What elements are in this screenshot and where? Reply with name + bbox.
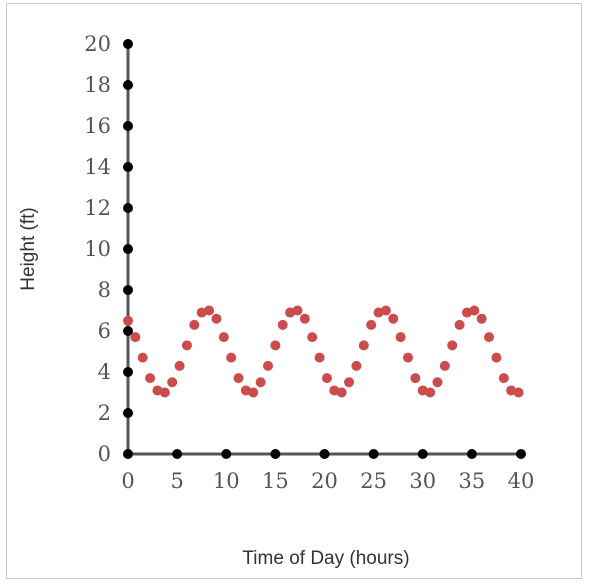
- y-tick-dot: [123, 326, 133, 336]
- data-point: [159, 387, 170, 398]
- data-point: [174, 360, 185, 371]
- x-tick-label: 15: [262, 469, 289, 493]
- x-tick-dot: [368, 449, 379, 459]
- data-point: [137, 352, 148, 363]
- y-tick-label: 16: [84, 114, 111, 138]
- data-point: [336, 387, 347, 398]
- data-point: [189, 319, 200, 330]
- y-tick-label: 8: [98, 278, 111, 302]
- y-tick-label: 10: [84, 237, 111, 261]
- x-tick-labels: 0 5 10 15 20 25 30 35 40: [121, 469, 534, 493]
- y-tick-dot: [123, 449, 133, 459]
- y-tick-label: 14: [84, 155, 111, 179]
- data-point: [410, 373, 421, 384]
- data-point: [491, 352, 502, 363]
- data-point: [211, 313, 222, 324]
- x-axis-title: Time of Day (hours): [242, 548, 409, 569]
- y-tick-label: 12: [84, 196, 111, 220]
- data-point: [255, 377, 266, 388]
- data-point: [454, 319, 465, 330]
- y-tick-label: 20: [84, 32, 111, 56]
- data-point: [344, 377, 355, 388]
- x-tick-label: 0: [121, 469, 134, 493]
- y-tick-dot: [123, 285, 133, 295]
- y-axis-title: Height (ft): [18, 207, 39, 290]
- y-tick-label: 2: [98, 401, 111, 425]
- x-tick-label: 25: [360, 469, 387, 493]
- y-tick-dot: [123, 367, 133, 377]
- x-tick-label: 30: [409, 469, 436, 493]
- y-tick-label: 18: [84, 73, 111, 97]
- data-point: [358, 340, 369, 351]
- data-point: [299, 313, 310, 324]
- data-point: [498, 373, 509, 384]
- data-point: [233, 373, 244, 384]
- data-point: [181, 340, 192, 351]
- data-point: [130, 332, 141, 343]
- x-tick-label: 40: [508, 469, 535, 493]
- data-point: [314, 352, 325, 363]
- data-point: [425, 387, 436, 398]
- data-point: [321, 373, 332, 384]
- data-point: [447, 340, 458, 351]
- y-tick-dot: [123, 80, 133, 90]
- data-point: [204, 305, 215, 316]
- data-point: [380, 305, 391, 316]
- x-tick-dot: [221, 449, 232, 459]
- y-tick-label: 6: [98, 319, 111, 343]
- data-point: [248, 387, 259, 398]
- chart-frame: [6, 3, 582, 579]
- x-tick-dot: [270, 449, 281, 459]
- x-tick-label: 20: [311, 469, 338, 493]
- y-tick-dot: [123, 162, 133, 172]
- data-point: [292, 305, 303, 316]
- y-tick-dot: [123, 244, 133, 254]
- data-point: [513, 387, 524, 398]
- x-tick-label: 10: [213, 469, 240, 493]
- data-point: [307, 332, 318, 343]
- data-point: [432, 377, 443, 388]
- y-tick-dot: [123, 408, 133, 418]
- y-tick-label: 0: [98, 442, 111, 466]
- data-point: [123, 315, 133, 326]
- data-point: [403, 352, 414, 363]
- data-point: [469, 305, 480, 316]
- data-point: [395, 332, 406, 343]
- y-tick-label: 4: [98, 360, 111, 384]
- x-tick-label: 5: [170, 469, 183, 493]
- x-tick-dot: [417, 449, 428, 459]
- data-point: [270, 340, 281, 351]
- data-point: [351, 360, 362, 371]
- data-point: [263, 360, 274, 371]
- data-point: [388, 313, 399, 324]
- y-tick-dot: [123, 39, 133, 49]
- axis-tick-dots: [123, 39, 526, 459]
- data-point: [476, 313, 487, 324]
- data-point: [167, 377, 178, 388]
- y-tick-dot: [123, 121, 133, 131]
- x-tick-dot: [466, 449, 477, 459]
- x-tick-label: 35: [459, 469, 486, 493]
- data-points: [123, 305, 524, 398]
- data-point: [366, 319, 377, 330]
- x-tick-dot: [516, 449, 526, 459]
- data-point: [277, 319, 288, 330]
- x-tick-dot: [172, 449, 183, 459]
- data-point: [439, 360, 450, 371]
- data-point: [145, 373, 156, 384]
- data-point: [484, 332, 495, 343]
- y-tick-dot: [123, 203, 133, 213]
- data-point: [226, 352, 237, 363]
- y-tick-labels: 0 2 4 6 8 10 12 14 16 18 20: [84, 32, 111, 466]
- x-tick-dot: [319, 449, 330, 459]
- data-point: [218, 332, 229, 343]
